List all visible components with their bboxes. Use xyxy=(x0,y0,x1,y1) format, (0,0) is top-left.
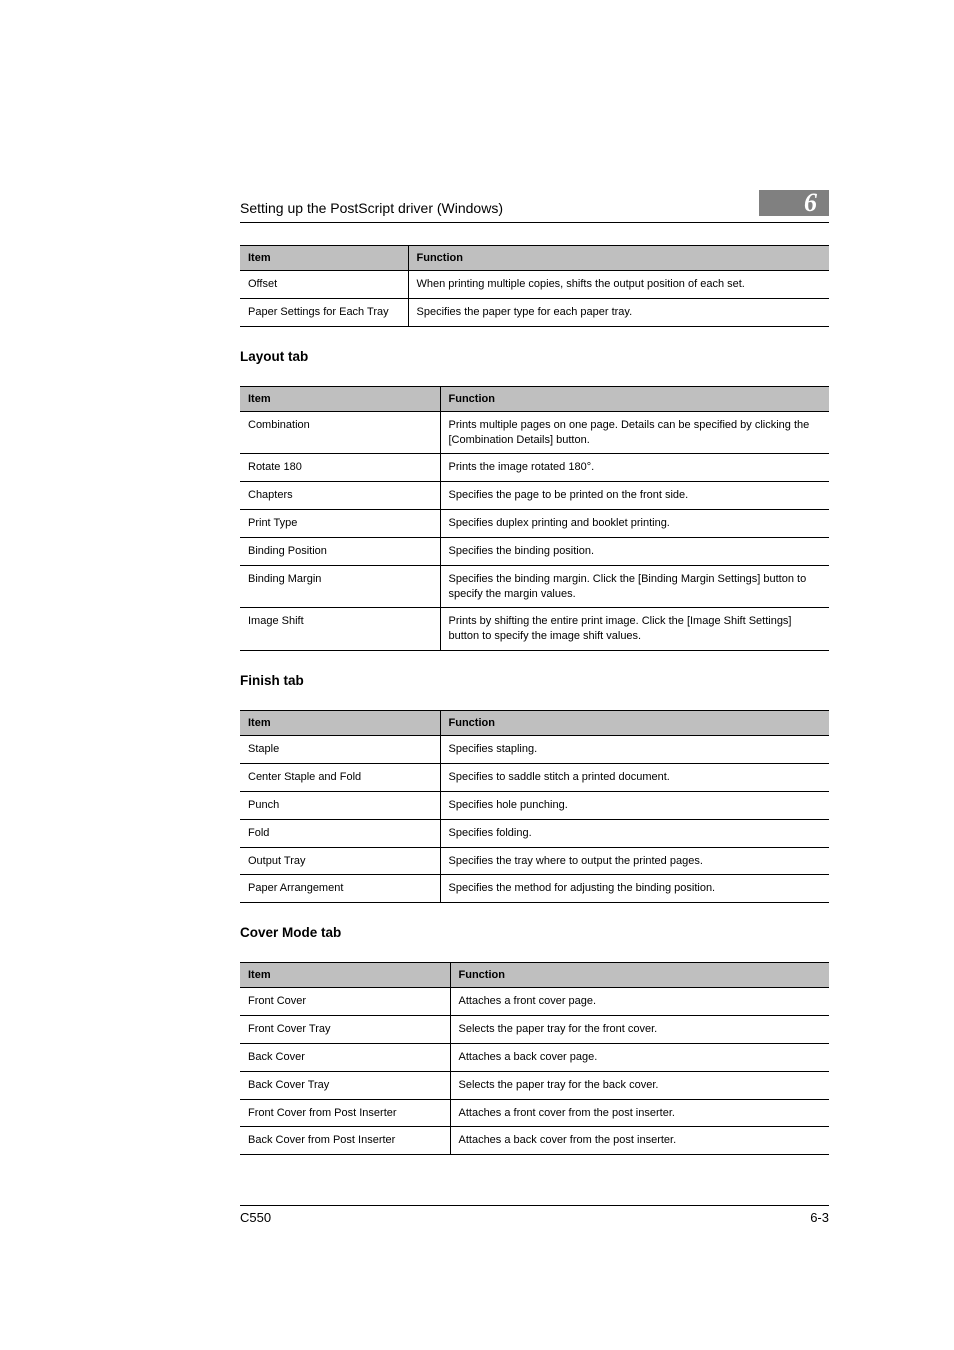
table-header-cell: Item xyxy=(240,246,408,271)
table-cell: Front Cover from Post Inserter xyxy=(240,1099,450,1127)
table-cell: Specifies to saddle stitch a printed doc… xyxy=(440,763,829,791)
table-row: Front Cover from Post InserterAttaches a… xyxy=(240,1099,829,1127)
table-cell: Selects the paper tray for the back cove… xyxy=(450,1071,829,1099)
table-cell: Specifies folding. xyxy=(440,819,829,847)
section-heading-finish: Finish tab xyxy=(240,673,829,688)
table-cell: Attaches a back cover from the post inse… xyxy=(450,1127,829,1155)
table-cell: Specifies the method for adjusting the b… xyxy=(440,875,829,903)
table-header-cell: Function xyxy=(440,386,829,411)
table-cell: Chapters xyxy=(240,482,440,510)
table-header-cell: Function xyxy=(450,963,829,988)
table-row: Print TypeSpecifies duplex printing and … xyxy=(240,510,829,538)
table-cell: Attaches a back cover page. xyxy=(450,1043,829,1071)
table-header-cell: Function xyxy=(440,711,829,736)
table-cell: Prints the image rotated 180°. xyxy=(440,454,829,482)
table-cell: Specifies the binding position. xyxy=(440,537,829,565)
table-cell: Paper Settings for Each Tray xyxy=(240,298,408,326)
layout-table: ItemFunctionCombinationPrints multiple p… xyxy=(240,386,829,651)
table-cell: Rotate 180 xyxy=(240,454,440,482)
table-row: CombinationPrints multiple pages on one … xyxy=(240,411,829,454)
table-cell: Attaches a front cover from the post ins… xyxy=(450,1099,829,1127)
table-cell: Specifies the tray where to output the p… xyxy=(440,847,829,875)
table-cell: Binding Margin xyxy=(240,565,440,608)
table-cell: Center Staple and Fold xyxy=(240,763,440,791)
table-cell: Image Shift xyxy=(240,608,440,651)
chapter-number: 6 xyxy=(804,190,817,216)
table-header-cell: Function xyxy=(408,246,829,271)
table-header-cell: Item xyxy=(240,963,450,988)
table-row: Paper ArrangementSpecifies the method fo… xyxy=(240,875,829,903)
table-cell: Punch xyxy=(240,791,440,819)
table-cell: Output Tray xyxy=(240,847,440,875)
finish-table: ItemFunctionStapleSpecifies stapling.Cen… xyxy=(240,710,829,903)
table-row: Binding PositionSpecifies the binding po… xyxy=(240,537,829,565)
table-header-cell: Item xyxy=(240,711,440,736)
table-row: ChaptersSpecifies the page to be printed… xyxy=(240,482,829,510)
table-cell: When printing multiple copies, shifts th… xyxy=(408,271,829,299)
footer-page-number: 6-3 xyxy=(810,1210,829,1225)
table-row: Image ShiftPrints by shifting the entire… xyxy=(240,608,829,651)
section-heading-layout: Layout tab xyxy=(240,349,829,364)
table-cell: Print Type xyxy=(240,510,440,538)
table-cell: Staple xyxy=(240,736,440,764)
footer-divider xyxy=(240,1205,829,1206)
table-cell: Back Cover from Post Inserter xyxy=(240,1127,450,1155)
cover-mode-table: ItemFunctionFront CoverAttaches a front … xyxy=(240,962,829,1155)
table-row: Binding MarginSpecifies the binding marg… xyxy=(240,565,829,608)
header-divider xyxy=(240,222,829,223)
table-row: Back CoverAttaches a back cover page. xyxy=(240,1043,829,1071)
table-row: Paper Settings for Each TraySpecifies th… xyxy=(240,298,829,326)
table-cell: Specifies the page to be printed on the … xyxy=(440,482,829,510)
table-cell: Paper Arrangement xyxy=(240,875,440,903)
table-cell: Attaches a front cover page. xyxy=(450,988,829,1016)
table-cell: Front Cover Tray xyxy=(240,1016,450,1044)
table-cell: Specifies stapling. xyxy=(440,736,829,764)
section-heading-cover: Cover Mode tab xyxy=(240,925,829,940)
footer-model: C550 xyxy=(240,1210,271,1225)
page-header-title: Setting up the PostScript driver (Window… xyxy=(240,200,503,216)
table-cell: Specifies hole punching. xyxy=(440,791,829,819)
table-cell: Selects the paper tray for the front cov… xyxy=(450,1016,829,1044)
table-cell: Specifies the paper type for each paper … xyxy=(408,298,829,326)
chapter-badge: 6 xyxy=(759,190,829,216)
table-row: Center Staple and FoldSpecifies to saddl… xyxy=(240,763,829,791)
table-row: StapleSpecifies stapling. xyxy=(240,736,829,764)
table-row: Front Cover TraySelects the paper tray f… xyxy=(240,1016,829,1044)
table-cell: Back Cover xyxy=(240,1043,450,1071)
table-cell: Specifies the binding margin. Click the … xyxy=(440,565,829,608)
table-cell: Combination xyxy=(240,411,440,454)
table-cell: Prints multiple pages on one page. Detai… xyxy=(440,411,829,454)
table-header-cell: Item xyxy=(240,386,440,411)
table-row: PunchSpecifies hole punching. xyxy=(240,791,829,819)
table-row: FoldSpecifies folding. xyxy=(240,819,829,847)
table-cell: Prints by shifting the entire print imag… xyxy=(440,608,829,651)
table-cell: Back Cover Tray xyxy=(240,1071,450,1099)
table-row: OffsetWhen printing multiple copies, shi… xyxy=(240,271,829,299)
table-row: Front CoverAttaches a front cover page. xyxy=(240,988,829,1016)
table-cell: Specifies duplex printing and booklet pr… xyxy=(440,510,829,538)
table-cell: Offset xyxy=(240,271,408,299)
table-cell: Front Cover xyxy=(240,988,450,1016)
table-row: Back Cover from Post InserterAttaches a … xyxy=(240,1127,829,1155)
table-cell: Binding Position xyxy=(240,537,440,565)
table-row: Back Cover TraySelects the paper tray fo… xyxy=(240,1071,829,1099)
page-footer: C550 6-3 xyxy=(240,1205,829,1225)
table-row: Output TraySpecifies the tray where to o… xyxy=(240,847,829,875)
offset-table: ItemFunctionOffsetWhen printing multiple… xyxy=(240,245,829,327)
table-cell: Fold xyxy=(240,819,440,847)
table-row: Rotate 180Prints the image rotated 180°. xyxy=(240,454,829,482)
